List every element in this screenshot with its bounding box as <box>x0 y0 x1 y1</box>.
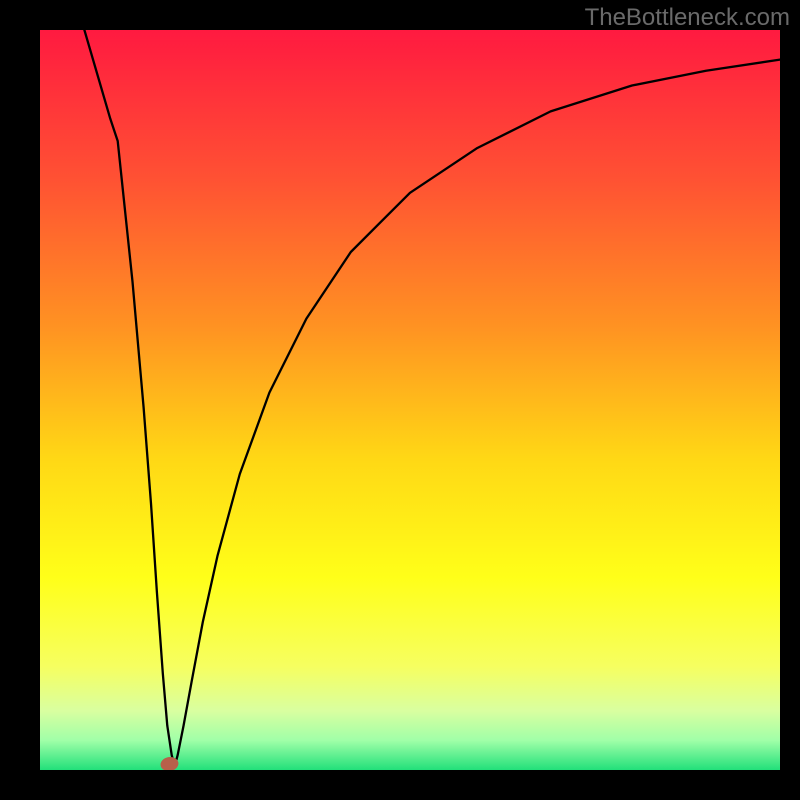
plot-area <box>40 30 780 770</box>
watermark-text: TheBottleneck.com <box>585 4 790 32</box>
gradient-background <box>40 30 780 770</box>
canvas: TheBottleneck.com <box>0 0 800 800</box>
plot-svg <box>40 30 780 770</box>
